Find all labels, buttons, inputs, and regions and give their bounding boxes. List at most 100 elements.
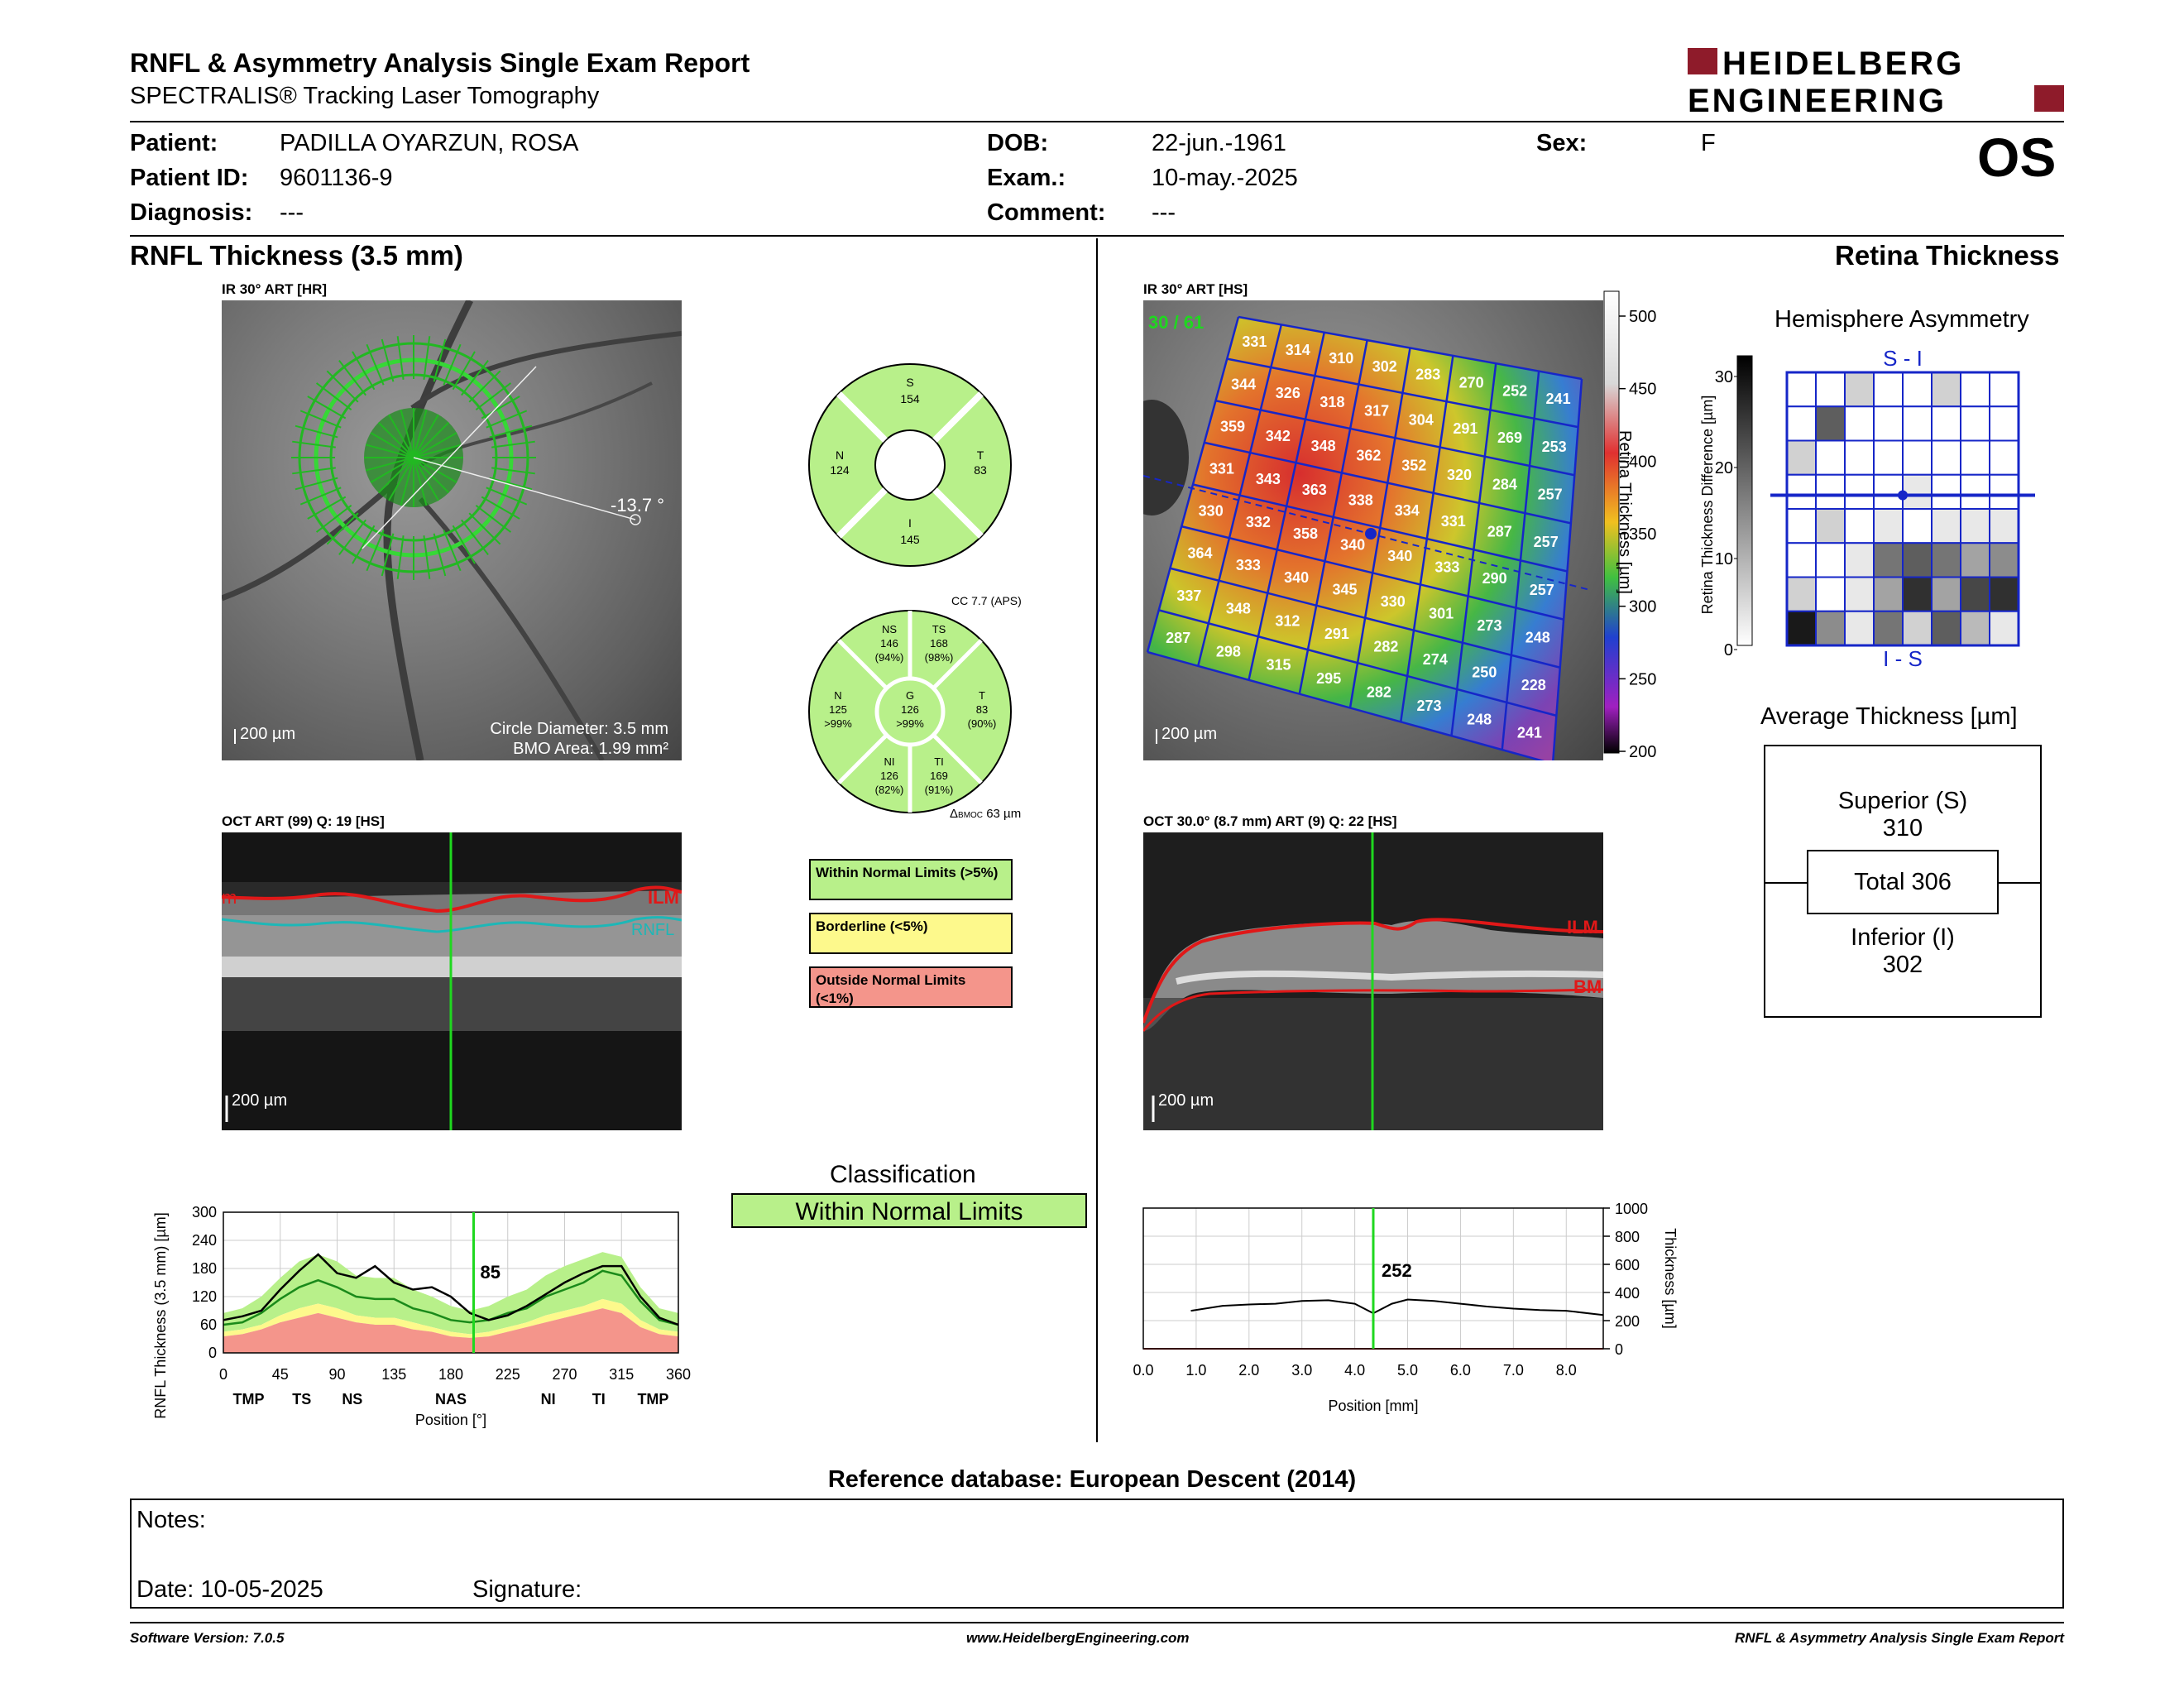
rnfl-xtick: 180	[438, 1366, 463, 1383]
scan-ray-inner	[413, 444, 462, 458]
scan-ray	[423, 535, 431, 579]
retina-colorbar: 500 450 400 350 300 250 200	[1602, 290, 1669, 765]
sector-t-pct: (90%)	[968, 717, 997, 730]
scan-ray	[461, 519, 489, 556]
grid-cell-value: 302	[1372, 358, 1397, 375]
grid-cell-value: 333	[1434, 559, 1459, 576]
scan-ray	[452, 525, 476, 564]
colorbar-tick-label: 450	[1629, 381, 1656, 399]
ret-ytick: 600	[1615, 1257, 1640, 1273]
grid-cell-value: 330	[1199, 503, 1224, 520]
rnfl-region-label: NAS	[435, 1391, 467, 1407]
scan-ray-inner	[413, 457, 457, 483]
grid-cell-value: 241	[1546, 391, 1571, 407]
asym-cell	[1960, 473, 1990, 510]
scan-ray-inner	[413, 432, 457, 458]
grid-line	[1400, 355, 1454, 722]
grid-cell-value: 358	[1293, 525, 1318, 542]
logo-heidelberg: HEIDELBERG	[1722, 46, 1964, 82]
retina-fundus-label: IR 30° ART [HS]	[1143, 281, 1248, 297]
sector-ts-label: TS	[932, 623, 946, 635]
grid-cell-value: 290	[1482, 570, 1507, 587]
asym-cell	[1989, 576, 2019, 612]
grid-cell-value: 282	[1367, 684, 1391, 701]
rnfl-region-label: TMP	[637, 1391, 668, 1407]
scan-ray	[486, 487, 528, 506]
retina-grid-tag: 30 / 61	[1148, 312, 1204, 333]
rnfl-xtick: 270	[552, 1366, 577, 1383]
scan-ray-inner	[388, 414, 414, 458]
grid-cell-value: 257	[1534, 534, 1559, 550]
website-link[interactable]: www.HeidelbergEngineering.com	[966, 1630, 1190, 1646]
ret-ytick: 400	[1615, 1285, 1640, 1302]
grid-cell-value: 314	[1286, 342, 1310, 358]
scan-ray-inner	[377, 457, 414, 494]
rnfl-oct-ilm: ILM	[648, 887, 679, 908]
grid-cell-value: 359	[1220, 418, 1245, 434]
quad-s-value: 154	[900, 392, 920, 405]
asym-cell	[1815, 473, 1846, 510]
sector-t-label: T	[979, 689, 985, 702]
grid-cell-value: 274	[1423, 651, 1448, 668]
asym-cell	[1844, 508, 1875, 544]
signature-label: Signature:	[472, 1576, 582, 1603]
comment-value: ---	[1152, 199, 1176, 226]
scan-ray	[461, 359, 489, 396]
date-label: Date: 10-05-2025	[136, 1576, 323, 1603]
asym-cell	[1786, 576, 1817, 612]
scan-ray-inner	[370, 432, 414, 458]
grid-cell-value: 340	[1387, 548, 1412, 564]
grid-cell-value: 320	[1447, 467, 1472, 483]
scan-ray	[338, 359, 366, 396]
quadrant-chart: S 154 N 124 T 83 I 145	[807, 362, 1013, 568]
asym-cell	[1873, 439, 1904, 476]
diagnosis-label: Diagnosis:	[130, 199, 253, 226]
grid-cell-value: 287	[1487, 523, 1512, 539]
ret-xtick: 5.0	[1397, 1362, 1418, 1379]
asym-bottom-label: I - S	[1883, 646, 1923, 671]
rnfl-ytick: 180	[192, 1260, 217, 1277]
asym-tick-label: 10	[1715, 550, 1733, 568]
grid-cell-value: 352	[1401, 457, 1426, 473]
sector-ts-pct: (98%)	[925, 651, 954, 664]
scan-ray-inner	[377, 421, 414, 458]
asym-cell	[1873, 405, 1904, 442]
asymmetry-title: Hemisphere Asymmetry	[1774, 306, 2029, 333]
asym-cell	[1989, 439, 2019, 476]
ret-ylabel: Thickness [µm]	[1662, 1228, 1679, 1328]
ret-xtick: 1.0	[1185, 1362, 1206, 1379]
grid-cell-value: 291	[1453, 420, 1478, 437]
bmoc-delta: Δ	[950, 807, 959, 821]
scan-ray	[433, 338, 447, 382]
rnfl-mean-line	[223, 1269, 679, 1326]
patient-id: 9601136-9	[280, 165, 393, 191]
grid-cell-value: 252	[1502, 382, 1527, 399]
rnfl-ytick: 300	[192, 1204, 217, 1220]
scan-ray	[299, 410, 342, 429]
scan-ray-inner	[413, 409, 428, 458]
scan-ray-inner	[365, 444, 414, 458]
grid-cell-value: 273	[1417, 698, 1442, 714]
superior-label: Superior (S)	[1837, 788, 1968, 814]
ret-xtick: 7.0	[1503, 1362, 1524, 1379]
scan-ray-inner	[365, 457, 414, 472]
asym-cell	[1902, 610, 1933, 646]
sector-ni-label: NI	[884, 755, 895, 768]
sector-ns-label: NS	[882, 623, 897, 635]
exam-label: Exam.:	[987, 165, 1066, 191]
rnfl-marker-value: 85	[481, 1262, 500, 1283]
rnfl-xtick: 225	[496, 1366, 520, 1383]
ret-xtick: 8.0	[1556, 1362, 1577, 1379]
ret-ytick: 0	[1615, 1341, 1623, 1358]
asym-cell	[1786, 372, 1817, 408]
grid-cell-value: 334	[1395, 502, 1420, 519]
diagnosis-value: ---	[280, 199, 304, 226]
grid-cell-value: 310	[1329, 350, 1353, 367]
scan-ray	[352, 351, 376, 391]
notes-box[interactable]: Notes: Date: 10-05-2025 Signature:	[130, 1499, 2064, 1609]
asym-cell	[1873, 372, 1904, 408]
grid-cell-value: 287	[1166, 630, 1190, 646]
asym-cell	[1873, 610, 1904, 646]
rnfl-plot-frame	[223, 1211, 679, 1354]
grid-cell-value: 340	[1284, 569, 1309, 586]
